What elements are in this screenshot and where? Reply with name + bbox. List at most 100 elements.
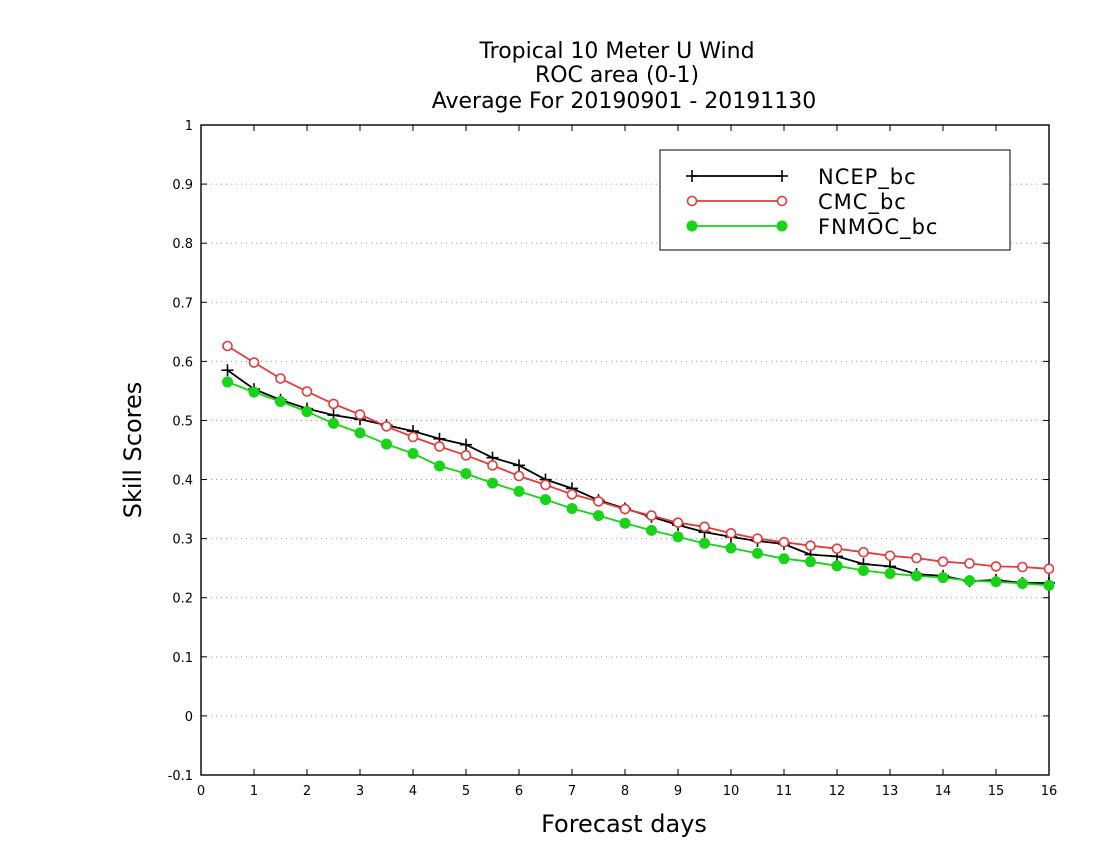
data-point-cmc-bc bbox=[646, 510, 657, 521]
data-point-cmc-bc bbox=[566, 489, 578, 500]
legend-item-cmc-bc: CMC_bc bbox=[686, 190, 906, 215]
data-point-fnmoc-bc bbox=[222, 376, 233, 388]
data-point-fnmoc-bc bbox=[964, 575, 975, 587]
series-line-ncep-bc bbox=[226, 369, 1049, 584]
data-point-cmc-bc bbox=[911, 552, 922, 564]
data-point-fnmoc-bc bbox=[487, 477, 498, 489]
data-point-cmc-bc bbox=[752, 533, 763, 544]
legend-swatch-marker bbox=[776, 195, 788, 207]
data-point-fnmoc-bc bbox=[593, 510, 604, 522]
data-point-cmc-bc bbox=[540, 479, 551, 491]
data-point-ncep-bc bbox=[460, 438, 472, 451]
data-point-fnmoc-bc bbox=[407, 448, 419, 460]
data-point-ncep-bc bbox=[221, 364, 234, 377]
data-point-fnmoc-bc bbox=[619, 517, 631, 529]
y-tick-label: 0 bbox=[185, 710, 193, 725]
x-tick-label: 6 bbox=[515, 784, 523, 799]
x-tick-label: 8 bbox=[621, 784, 629, 799]
legend-swatch-marker bbox=[686, 195, 698, 207]
legend-item-ncep-bc: NCEP_bc bbox=[686, 165, 916, 190]
data-point-fnmoc-bc bbox=[248, 386, 260, 398]
data-point-fnmoc-bc bbox=[752, 547, 763, 559]
data-point-cmc-bc bbox=[381, 421, 392, 432]
y-tick-label: 0.4 bbox=[172, 474, 193, 489]
x-tick-label: 4 bbox=[409, 784, 417, 799]
data-point-cmc-bc bbox=[831, 543, 843, 554]
x-tick-label: 12 bbox=[829, 784, 846, 799]
y-tick-label: 0.6 bbox=[172, 355, 193, 370]
data-point-cmc-bc bbox=[699, 521, 710, 533]
data-point-cmc-bc bbox=[964, 558, 975, 569]
x-tick-label: 7 bbox=[568, 784, 576, 799]
data-point-cmc-bc bbox=[248, 357, 260, 368]
axes bbox=[200, 124, 1050, 776]
y-tick-label: -0.1 bbox=[168, 769, 193, 784]
series-ncep-bc bbox=[221, 364, 1055, 589]
legend-label-fnmoc-bc: FNMOC_bc bbox=[818, 215, 938, 240]
y-tick-label: 0.3 bbox=[172, 533, 193, 548]
y-tick-label: 1 bbox=[185, 119, 193, 134]
x-tick-label: 3 bbox=[356, 784, 364, 799]
y-tick-label: 0.5 bbox=[172, 414, 193, 429]
data-point-fnmoc-bc bbox=[540, 494, 551, 506]
data-point-cmc-bc bbox=[487, 460, 498, 471]
series-fnmoc-bc bbox=[222, 376, 1055, 591]
legend-swatch-marker bbox=[686, 170, 698, 182]
data-point-cmc-bc bbox=[407, 431, 419, 443]
data-point-fnmoc-bc bbox=[805, 556, 816, 568]
x-tick-label: 5 bbox=[462, 784, 470, 799]
data-point-fnmoc-bc bbox=[672, 531, 684, 543]
data-point-fnmoc-bc bbox=[884, 568, 896, 579]
data-point-cmc-bc bbox=[805, 540, 816, 552]
data-point-fnmoc-bc bbox=[1043, 579, 1055, 591]
data-point-fnmoc-bc bbox=[275, 396, 286, 408]
data-point-cmc-bc bbox=[778, 536, 790, 548]
y-tick-label: 0.7 bbox=[172, 296, 193, 311]
data-point-cmc-bc bbox=[1043, 563, 1055, 575]
data-point-cmc-bc bbox=[619, 503, 631, 515]
data-point-cmc-bc bbox=[354, 409, 366, 420]
data-point-fnmoc-bc bbox=[434, 460, 445, 472]
chart-subtitle: ROC area (0-1) bbox=[535, 63, 699, 88]
legend-item-fnmoc-bc: FNMOC_bc bbox=[686, 215, 938, 240]
data-point-cmc-bc bbox=[275, 373, 286, 384]
y-tick-label: 0.1 bbox=[172, 651, 193, 666]
data-point-fnmoc-bc bbox=[937, 572, 949, 584]
data-point-cmc-bc bbox=[434, 441, 445, 452]
x-tick-label: 9 bbox=[674, 784, 682, 799]
legend-swatch-marker bbox=[776, 220, 788, 232]
data-point-cmc-bc bbox=[513, 470, 525, 482]
data-point-cmc-bc bbox=[222, 340, 233, 352]
data-point-ncep-bc bbox=[513, 459, 525, 472]
y-tick-label: 0.9 bbox=[172, 178, 193, 193]
data-point-fnmoc-bc bbox=[328, 417, 339, 429]
y-tick-label: 0.2 bbox=[172, 592, 193, 607]
x-tick-label: 10 bbox=[723, 784, 740, 799]
data-point-cmc-bc bbox=[593, 496, 604, 507]
x-tick-label: 15 bbox=[988, 784, 1005, 799]
data-point-fnmoc-bc bbox=[646, 524, 657, 536]
chart-title: Tropical 10 Meter U Wind bbox=[478, 39, 754, 64]
gridlines bbox=[201, 183, 1049, 717]
data-point-cmc-bc bbox=[858, 546, 869, 558]
chart-subtitle-date-range: Average For 20190901 - 20191130 bbox=[432, 89, 817, 114]
data-point-fnmoc-bc bbox=[990, 576, 1002, 588]
x-tick-label: 11 bbox=[776, 784, 793, 799]
data-point-cmc-bc bbox=[884, 550, 896, 562]
data-point-cmc-bc bbox=[301, 386, 313, 397]
x-tick-label: 1 bbox=[250, 784, 258, 799]
y-tick-label: 0.8 bbox=[172, 237, 193, 252]
x-tick-label: 14 bbox=[935, 784, 952, 799]
data-point-cmc-bc bbox=[328, 398, 339, 410]
series-line-fnmoc-bc bbox=[227, 381, 1050, 587]
data-point-fnmoc-bc bbox=[911, 570, 922, 582]
x-tick-label: 2 bbox=[303, 784, 311, 799]
legend-swatch-marker bbox=[686, 220, 698, 232]
data-point-fnmoc-bc bbox=[301, 406, 313, 418]
y-axis-label: Skill Scores bbox=[119, 382, 147, 519]
data-point-fnmoc-bc bbox=[699, 537, 710, 549]
data-point-fnmoc-bc bbox=[460, 468, 472, 480]
data-point-cmc-bc bbox=[1017, 561, 1028, 573]
